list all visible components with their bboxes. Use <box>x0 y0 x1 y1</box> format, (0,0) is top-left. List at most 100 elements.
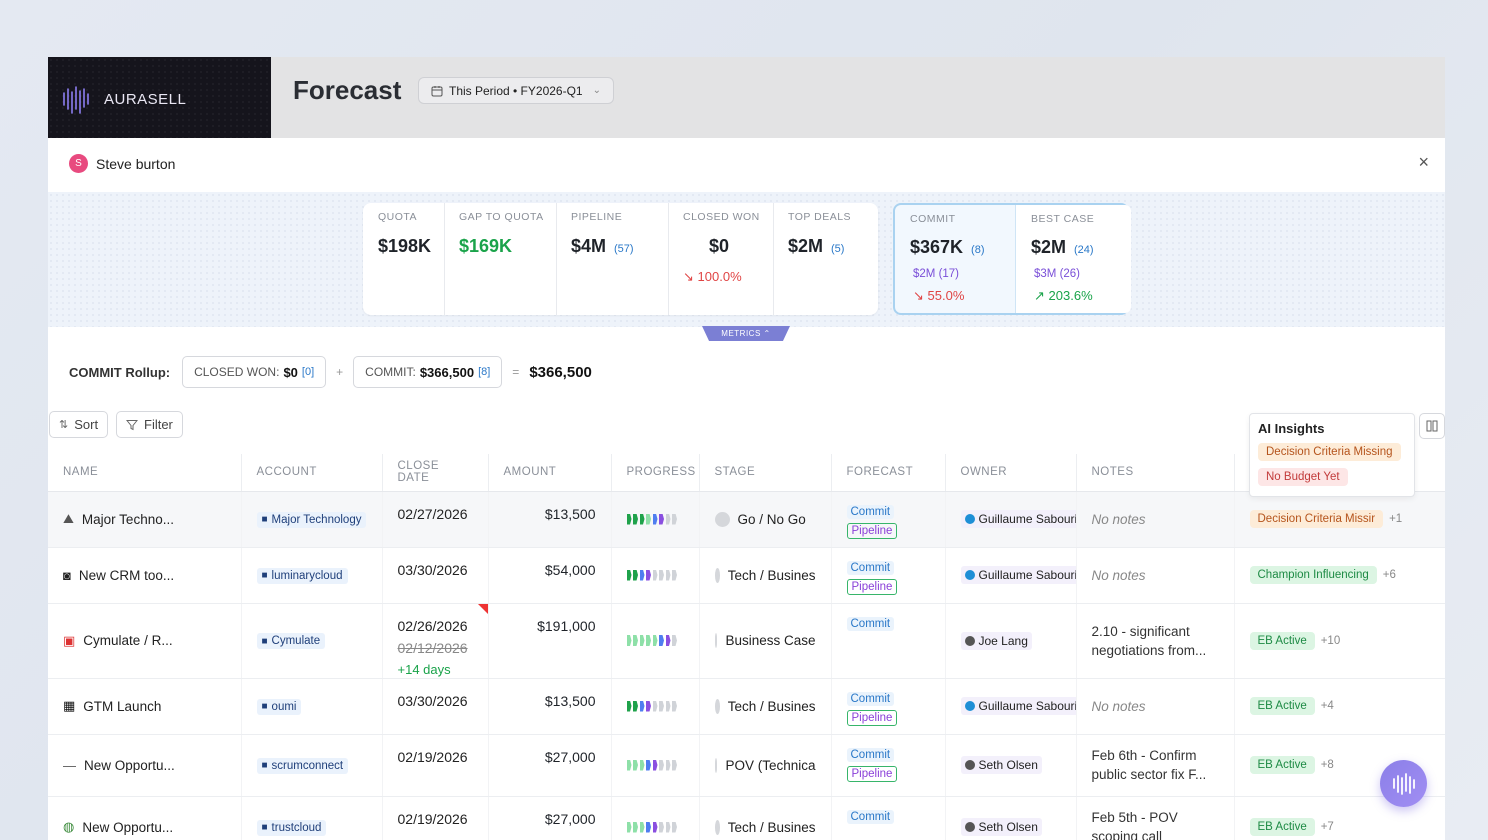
insight-more-count[interactable]: +1 <box>1389 513 1403 525</box>
metric-count: (8) <box>971 244 985 256</box>
forecast-commit-tag[interactable]: Commit <box>846 809 895 824</box>
account-chip[interactable]: ■ luminarycloud <box>256 567 348 584</box>
forecast-commit-tag[interactable]: Commit <box>846 616 895 631</box>
insight-tag[interactable]: Decision Criteria Missir <box>1249 510 1384 528</box>
owner-chip[interactable]: Joe Lang <box>960 631 1032 650</box>
filter-button[interactable]: Filter <box>116 411 183 438</box>
owner-chip[interactable]: Guillaume Sabouri <box>960 510 1075 528</box>
owner-chip[interactable]: Seth Olsen <box>960 756 1042 774</box>
insight-tag[interactable]: EB Active <box>1249 756 1315 774</box>
chip-count: [0] <box>301 366 315 378</box>
column-header[interactable]: CLOSE DATE <box>382 454 489 492</box>
close-date: 02/19/2026 <box>397 810 468 827</box>
table-row[interactable]: ◍ New Opportu... ■ trustcloud 02/19/2026 $… <box>48 796 1445 840</box>
notes[interactable]: 2.10 - significant negotiations from... <box>1091 623 1207 658</box>
column-header[interactable]: PROGRESS <box>611 454 700 492</box>
metric-gap-to-quota: GAP TO QUOTA $169K <box>444 203 556 311</box>
forecast-commit-tag[interactable]: Commit <box>846 560 895 575</box>
app-window: AURASELL Forecast This Period • FY2026-Q… <box>48 57 1445 840</box>
stage-label[interactable]: POV (Technica <box>725 757 816 773</box>
table-row[interactable]: — New Opportu... ■ scrumconnect 02/19/2026… <box>48 734 1445 797</box>
columns-icon[interactable] <box>1419 413 1445 439</box>
notes[interactable]: Feb 5th - POV scoping call <box>1091 810 1178 840</box>
metric-label: TOP DEALS <box>788 211 852 223</box>
column-header[interactable]: FORECAST <box>831 454 946 492</box>
owner-chip[interactable]: Guillaume Sabouri <box>960 566 1075 584</box>
owner-avatar <box>964 635 975 646</box>
insight-tag[interactable]: EB Active <box>1249 631 1315 650</box>
account-name: trustcloud <box>271 821 322 834</box>
deal-name[interactable]: New CRM too... <box>78 567 175 583</box>
column-header[interactable]: ACCOUNT <box>241 454 383 492</box>
metric-value: $198K <box>378 236 432 256</box>
insight-tag[interactable]: EB Active <box>1249 697 1315 715</box>
sort-button[interactable]: ⇅ Sort <box>49 411 109 438</box>
amount: $13,500 <box>488 491 612 548</box>
stage-icon <box>714 819 720 835</box>
table-row[interactable]: ◙ New CRM too... ■ luminarycloud 03/30/202… <box>48 547 1445 604</box>
account-name: Major Technology <box>271 513 362 526</box>
forecast-pipeline-tag[interactable]: Pipeline <box>846 522 898 539</box>
insight-tag[interactable]: No Budget Yet <box>1258 468 1348 486</box>
insight-more-count[interactable]: +7 <box>1320 821 1334 833</box>
metric-commit[interactable]: COMMIT $367K (8) $2M (17) ↘ 55.0% <box>895 205 1015 313</box>
owner-chip[interactable]: Seth Olsen <box>960 818 1042 836</box>
forecast-pipeline-tag[interactable]: Pipeline <box>846 578 898 595</box>
forecast-commit-tag[interactable]: Commit <box>846 691 895 706</box>
stage-label[interactable]: Tech / Busines <box>727 819 816 835</box>
column-header[interactable]: STAGE <box>699 454 832 492</box>
forecast-commit-tag[interactable]: Commit <box>846 747 895 762</box>
deal-name[interactable]: Major Techno... <box>81 511 174 527</box>
account-name: oumi <box>271 700 297 713</box>
rollup-commit-chip[interactable]: COMMIT: $366,500 [8] <box>353 356 503 388</box>
deal-name[interactable]: Cymulate / R... <box>83 633 173 648</box>
insight-tag[interactable]: EB Active <box>1249 818 1315 836</box>
forecast-commit-tag[interactable]: Commit <box>846 504 895 519</box>
column-header[interactable]: OWNER <box>945 454 1077 492</box>
account-chip[interactable]: ■ Major Technology <box>256 511 367 528</box>
deal-name[interactable]: GTM Launch <box>83 698 162 714</box>
account-name: luminarycloud <box>271 569 343 582</box>
table-row[interactable]: ▦ GTM Launch ■ oumi 03/30/2026 $13,500 Tec… <box>48 678 1445 735</box>
deal-name[interactable]: New Opportu... <box>82 819 174 835</box>
forecast-pipeline-tag[interactable]: Pipeline <box>846 709 898 726</box>
insight-tag[interactable]: Decision Criteria Missing <box>1258 443 1401 461</box>
column-header[interactable]: NAME <box>48 454 242 492</box>
account-chip[interactable]: ■ Cymulate <box>256 633 326 650</box>
close-icon[interactable]: × <box>1418 152 1429 172</box>
notes[interactable]: Feb 6th - Confirm public sector fix F... <box>1091 748 1207 782</box>
column-header[interactable]: NOTES <box>1076 454 1235 492</box>
stage-label[interactable]: Tech / Busines <box>727 698 816 714</box>
stage-label[interactable]: Go / No Go <box>737 511 806 527</box>
deal-name[interactable]: New Opportu... <box>84 757 175 773</box>
account-chip[interactable]: ■ trustcloud <box>256 819 327 836</box>
account-chip[interactable]: ■ oumi <box>256 698 302 715</box>
rollup-closed-won-chip[interactable]: CLOSED WON: $0 [0] <box>182 356 327 388</box>
insight-more-count[interactable]: +4 <box>1320 700 1334 712</box>
amount: $191,000 <box>488 603 612 679</box>
insight-more-count[interactable]: +8 <box>1320 759 1334 771</box>
insight-tag[interactable]: Champion Influencing <box>1249 566 1377 584</box>
column-header[interactable]: AMOUNT <box>488 454 612 492</box>
ai-insights-popover: AI Insights Decision Criteria Missing No… <box>1249 413 1415 497</box>
stage-icon <box>714 757 718 773</box>
forecast-pipeline-tag[interactable]: Pipeline <box>846 765 898 782</box>
stage-label[interactable]: Business Case <box>725 633 816 648</box>
metric-pipeline[interactable]: PIPELINE $4M (57) <box>556 203 668 311</box>
assistant-fab-button[interactable] <box>1380 760 1427 807</box>
owner-chip[interactable]: Guillaume Sabouri <box>960 697 1075 715</box>
metric-value: $4M <box>571 236 607 256</box>
stage-label[interactable]: Tech / Busines <box>727 567 816 583</box>
metrics-collapse-tab[interactable]: METRICS ⌃ <box>702 326 790 341</box>
insight-more-count[interactable]: +6 <box>1382 569 1396 581</box>
notes[interactable]: No notes <box>1091 567 1146 583</box>
account-chip[interactable]: ■ scrumconnect <box>256 757 349 774</box>
metric-top-deals[interactable]: TOP DEALS $2M (5) <box>773 203 878 311</box>
period-selector[interactable]: This Period • FY2026-Q1 ⌄ <box>418 77 614 104</box>
table-row[interactable]: ▣ Cymulate / R... ■ Cymulate 02/26/2026 02… <box>48 603 1445 679</box>
table-row[interactable]: ⛰ Major Techno... ■ Major Technology 02/27… <box>48 491 1445 548</box>
insight-more-count[interactable]: +10 <box>1320 634 1341 647</box>
metric-best-case[interactable]: BEST CASE $2M (24) $3M (26) ↗ 203.6% <box>1016 205 1131 313</box>
notes[interactable]: No notes <box>1091 511 1146 527</box>
notes[interactable]: No notes <box>1091 698 1146 714</box>
